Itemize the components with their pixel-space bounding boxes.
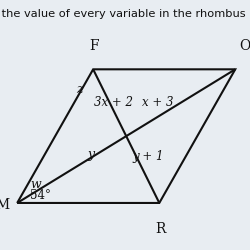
Text: R: R — [155, 222, 166, 235]
Text: y: y — [87, 148, 94, 161]
Text: x + 3: x + 3 — [142, 96, 174, 109]
Text: rmine the value of every variable in the rhombus below.: rmine the value of every variable in the… — [0, 8, 250, 19]
Text: F: F — [90, 38, 99, 52]
Text: M: M — [0, 198, 10, 212]
Text: 54°: 54° — [30, 189, 51, 202]
Text: y + 1: y + 1 — [132, 150, 164, 163]
Text: 3x + 2: 3x + 2 — [94, 96, 134, 109]
Text: w: w — [30, 178, 41, 191]
Text: z: z — [76, 83, 83, 96]
Text: O: O — [239, 38, 250, 52]
